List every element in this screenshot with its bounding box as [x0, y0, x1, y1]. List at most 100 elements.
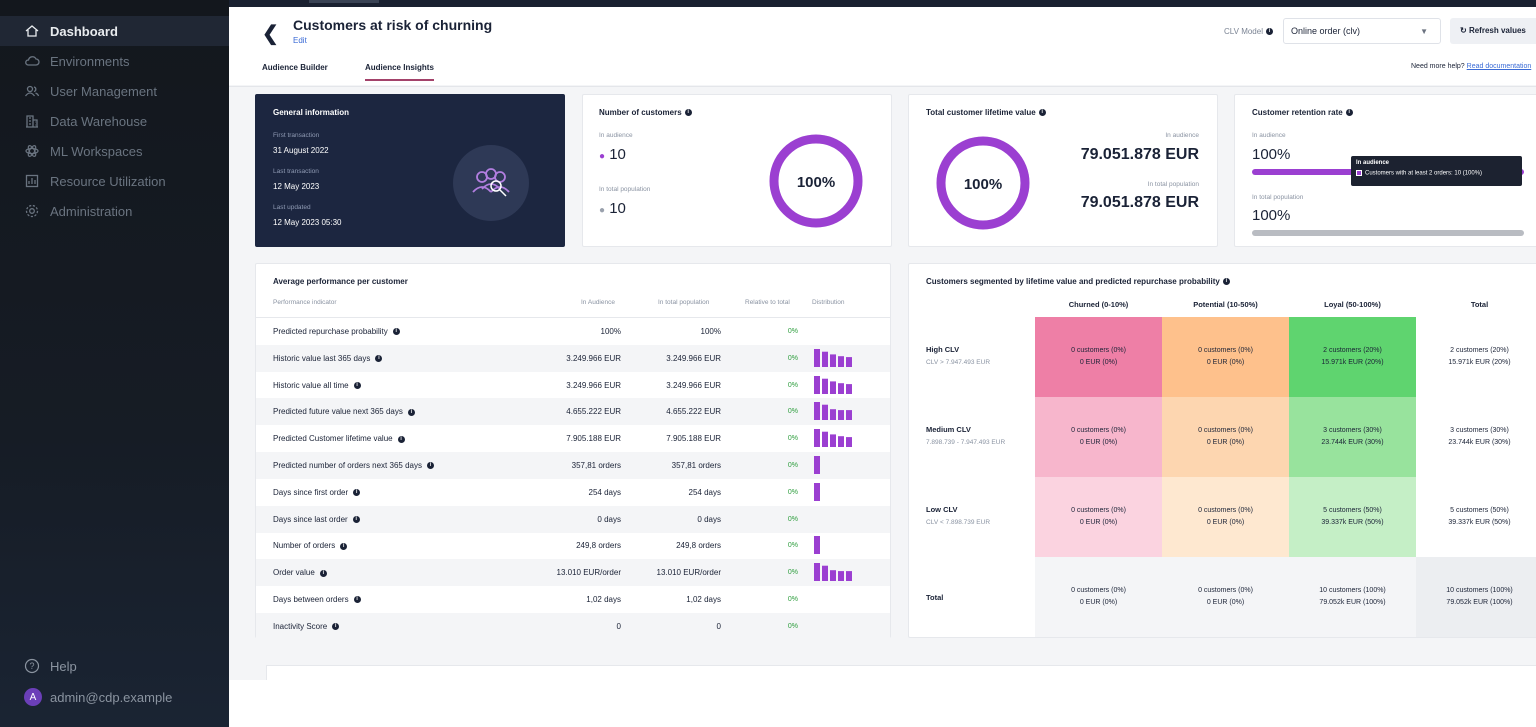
- indicator-name: Days since last order i: [273, 515, 360, 524]
- sidebar-item-data-warehouse[interactable]: Data Warehouse: [0, 106, 229, 136]
- distribution-bar: [846, 437, 852, 448]
- documentation-link[interactable]: Read documentation: [1466, 63, 1532, 70]
- relative-value: 0%: [787, 354, 798, 362]
- sidebar-item-label: Administration: [50, 203, 133, 219]
- in-audience-value: 0: [616, 621, 621, 631]
- segment-customers: 0 customers (0%): [1071, 427, 1126, 434]
- customers-audience-label: In audience: [599, 132, 633, 139]
- segment-cell[interactable]: 0 customers (0%) 0 EUR (0%): [1162, 477, 1289, 557]
- last-updated-label: Last updated: [273, 204, 311, 211]
- top-tab-indicator: [309, 0, 379, 3]
- sidebar-item-resource-utilization[interactable]: Resource Utilization: [0, 166, 229, 196]
- divider: [229, 86, 1536, 87]
- segment-customers: 10 customers (100%): [1446, 587, 1513, 594]
- segment-cell[interactable]: 3 customers (30%) 23.744k EUR (30%): [1289, 397, 1416, 477]
- info-icon[interactable]: i: [407, 408, 415, 416]
- info-icon[interactable]: i: [397, 435, 405, 443]
- clv-model-select[interactable]: Online order (clv) ▼: [1283, 18, 1441, 44]
- distribution-bar: [814, 482, 820, 501]
- segment-column-header: Total: [1470, 300, 1489, 309]
- segment-cell[interactable]: 2 customers (20%) 15.971k EUR (20%): [1416, 317, 1536, 397]
- retention-audience-label: In audience: [1252, 132, 1286, 139]
- relative-value: 0%: [787, 622, 798, 630]
- distribution-chart: [814, 563, 852, 582]
- info-icon[interactable]: i: [332, 623, 340, 631]
- info-icon[interactable]: i: [353, 489, 361, 497]
- sidebar-item-ml-workspaces[interactable]: ML Workspaces: [0, 136, 229, 166]
- info-icon[interactable]: i: [352, 515, 360, 523]
- info-icon[interactable]: i: [353, 381, 361, 389]
- distribution-chart: [814, 456, 820, 474]
- info-icon[interactable]: i: [392, 328, 400, 336]
- segment-cell[interactable]: 0 customers (0%) 0 EUR (0%): [1035, 397, 1162, 477]
- back-button[interactable]: ❮: [262, 23, 279, 45]
- info-icon: i: [1265, 28, 1273, 36]
- distribution-bar: [814, 402, 820, 421]
- clv-percent: 100%: [964, 176, 1002, 193]
- user-menu[interactable]: A admin@cdp.example: [24, 688, 172, 706]
- segment-cell[interactable]: 0 customers (0%) 0 EUR (0%): [1035, 557, 1162, 637]
- segment-cell[interactable]: 5 customers (50%) 39.337k EUR (50%): [1289, 477, 1416, 557]
- first-transaction-value: 31 August 2022: [273, 146, 329, 155]
- info-icon[interactable]: i: [426, 462, 434, 470]
- total-population-value: 0 days: [697, 514, 721, 524]
- info-icon[interactable]: i: [684, 109, 692, 117]
- info-icon[interactable]: i: [375, 355, 383, 363]
- refresh-values-button[interactable]: ↻ Refresh values: [1450, 18, 1536, 44]
- sidebar-item-label: User Management: [50, 83, 157, 99]
- segment-customers: 2 customers (20%): [1450, 347, 1509, 354]
- retention-total-bar: [1252, 230, 1524, 236]
- in-audience-value: 1,02 days: [586, 595, 621, 604]
- table-row: Order value i 13.010 EUR/order 13.010 EUR/o…: [256, 559, 890, 587]
- info-icon[interactable]: i: [340, 542, 348, 550]
- sidebar-item-dashboard[interactable]: Dashboard: [0, 16, 229, 46]
- total-population-value: 1,02 days: [686, 595, 721, 604]
- help-link[interactable]: ? Help: [24, 658, 77, 674]
- segment-cell[interactable]: 0 customers (0%) 0 EUR (0%): [1162, 397, 1289, 477]
- help-label: Help: [50, 658, 77, 674]
- segment-customers: 10 customers (100%): [1319, 587, 1386, 594]
- in-audience-value: 0 days: [597, 514, 621, 524]
- distribution-bar: [822, 351, 828, 367]
- segment-cell[interactable]: 10 customers (100%) 79.052k EUR (100%): [1289, 557, 1416, 637]
- distribution-chart: [814, 482, 820, 501]
- segment-value: 79.052k EUR (100%): [1446, 599, 1513, 606]
- segment-value: 0 EUR (0%): [1206, 599, 1245, 606]
- segment-customers: 0 customers (0%): [1071, 347, 1126, 354]
- customers-title: Number of customers i: [599, 108, 692, 117]
- segment-value: 23.744k EUR (30%): [1321, 439, 1384, 446]
- sidebar-item-label: Resource Utilization: [50, 173, 166, 189]
- edit-link[interactable]: Edit: [293, 36, 307, 45]
- sidebar-item-environments[interactable]: Environments: [0, 46, 229, 76]
- sidebar-item-administration[interactable]: Administration: [0, 196, 229, 226]
- distribution-bar: [846, 383, 852, 394]
- info-icon[interactable]: i: [1222, 278, 1230, 286]
- help-icon: ?: [24, 658, 40, 674]
- segment-cell[interactable]: 0 customers (0%) 0 EUR (0%): [1162, 557, 1289, 637]
- segment-customers: 0 customers (0%): [1198, 347, 1253, 354]
- segment-cell[interactable]: 2 customers (20%) 15.971k EUR (20%): [1289, 317, 1416, 397]
- distribution-chart: [814, 536, 820, 555]
- tab-audience-builder[interactable]: Audience Builder: [262, 63, 328, 72]
- segment-column-header: Potential (10-50%): [1193, 300, 1258, 309]
- sidebar-item-label: ML Workspaces: [50, 143, 143, 159]
- distribution-bar: [822, 431, 828, 448]
- segment-cell[interactable]: 0 customers (0%) 0 EUR (0%): [1035, 317, 1162, 397]
- segment-cell[interactable]: 5 customers (50%) 39.337k EUR (50%): [1416, 477, 1536, 557]
- info-icon[interactable]: i: [353, 596, 361, 604]
- distribution-bar: [830, 434, 836, 448]
- segment-cell[interactable]: 10 customers (100%) 79.052k EUR (100%): [1416, 557, 1536, 637]
- header-relative: Relative to total: [745, 299, 790, 306]
- segment-cell[interactable]: 3 customers (30%) 23.744k EUR (30%): [1416, 397, 1536, 477]
- sidebar-item-user-management[interactable]: User Management: [0, 76, 229, 106]
- info-icon[interactable]: i: [319, 569, 327, 577]
- info-icon[interactable]: i: [1038, 109, 1046, 117]
- segment-column-header: Loyal (50-100%): [1324, 300, 1381, 309]
- customers-audience-value: ● 10: [599, 146, 626, 163]
- tab-audience-insights[interactable]: Audience Insights: [365, 63, 434, 81]
- segment-customers: 2 customers (20%): [1323, 347, 1382, 354]
- segment-cell[interactable]: 0 customers (0%) 0 EUR (0%): [1162, 317, 1289, 397]
- info-icon[interactable]: i: [1345, 109, 1353, 117]
- distribution-bar: [846, 410, 852, 421]
- segment-cell[interactable]: 0 customers (0%) 0 EUR (0%): [1035, 477, 1162, 557]
